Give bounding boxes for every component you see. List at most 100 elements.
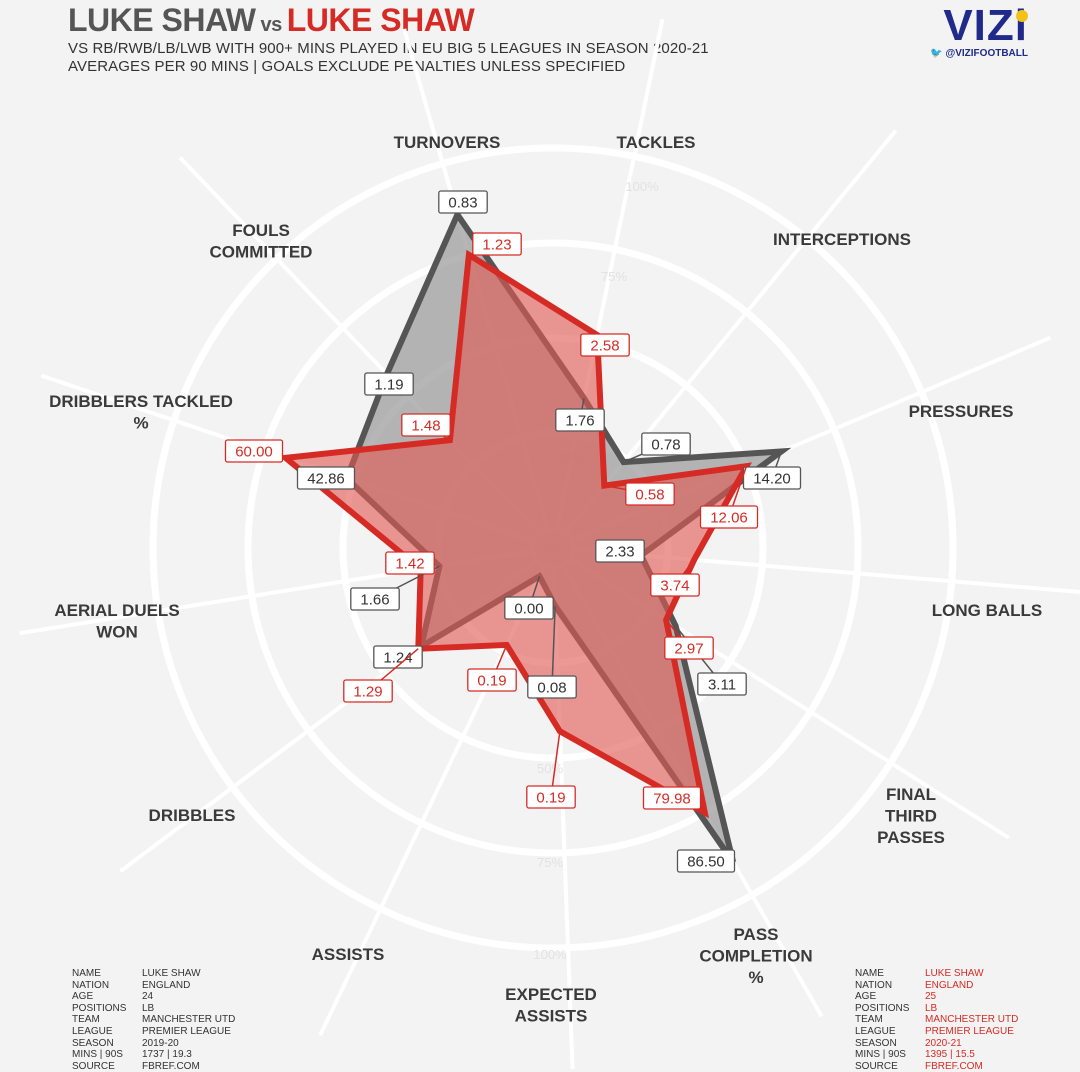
info-left: NAME LUKE SHAW NATION ENGLAND AGE 24 POSITIONS… (72, 968, 235, 1072)
ring-label: 50% (537, 761, 563, 776)
value-label: 1.23 (482, 237, 511, 254)
value-label: 79.98 (653, 791, 691, 808)
axis-label: FINAL THIRD PASSES (877, 785, 945, 847)
info-value: 2019-20 (142, 1037, 179, 1049)
info-value: 1737 | 19.3 (142, 1049, 192, 1061)
info-row: POSITIONS LB (72, 1003, 235, 1015)
info-row: SEASON 2019-20 (72, 1038, 235, 1050)
info-value: LB (142, 1002, 155, 1014)
info-value: 24 (142, 991, 154, 1003)
ring-label: 75% (537, 855, 563, 870)
info-value: MANCHESTER UTD (925, 1014, 1019, 1026)
info-value: LB (925, 1002, 938, 1014)
axis-label: PASS COMPLETION% (699, 925, 812, 987)
value-box (595, 539, 645, 563)
info-row: NATION ENGLAND (855, 980, 1018, 992)
chart-title: LUKE SHAW vs LUKE SHAW (68, 2, 475, 39)
info-key: NAME (855, 968, 884, 979)
info-row: MINS | 90S 1737 | 19.3 (72, 1049, 235, 1061)
info-value: LUKE SHAW (925, 968, 984, 979)
axis-label: TACKLES (616, 133, 695, 152)
info-row: SEASON 2020-21 (855, 1038, 1018, 1050)
subtitle-line-2: AVERAGES PER 90 MINS | GOALS EXCLUDE PEN… (68, 58, 626, 75)
value-label: 1.66 (360, 592, 389, 609)
value-label: 60.00 (235, 444, 273, 461)
value-box (472, 232, 522, 256)
info-value: ENGLAND (925, 979, 974, 991)
value-label: 0.78 (651, 437, 680, 454)
value-label: 2.58 (590, 338, 619, 355)
value-label: 14.20 (753, 471, 791, 488)
value-label: 42.86 (307, 471, 345, 488)
axis-label: INTERCEPTIONS (773, 230, 911, 249)
value-box (699, 505, 759, 529)
logo-handle: 🐦 @VIZIFOOTBALL (930, 48, 1028, 59)
value-label: 12.06 (710, 510, 748, 527)
info-row: AGE 25 (855, 991, 1018, 1003)
logo-dot (1016, 10, 1028, 22)
value-box (625, 482, 675, 506)
value-label: 0.00 (514, 601, 543, 618)
value-box (527, 675, 577, 699)
value-box (697, 672, 747, 696)
axis-label: ASSISTS (312, 945, 385, 964)
value-box (664, 636, 714, 660)
value-box (385, 551, 435, 575)
title-vs: vs (260, 14, 283, 36)
value-box (676, 849, 736, 873)
value-box (401, 413, 451, 437)
info-row: TEAM MANCHESTER UTD (855, 1014, 1018, 1026)
value-box (650, 573, 700, 597)
grid-ring (244, 239, 862, 857)
info-key: SOURCE (72, 1060, 115, 1072)
axis-label: TURNOVERS (394, 133, 501, 152)
info-right: NAME LUKE SHAW NATION ENGLAND AGE 25 POSITIONS… (855, 968, 1018, 1072)
value-label: 1.29 (353, 684, 382, 701)
info-row: AGE 24 (72, 991, 235, 1003)
value-box (742, 466, 802, 490)
value-label: 86.50 (687, 854, 725, 871)
axis-label: EXPECTED ASSISTS (505, 985, 597, 1026)
info-value: MANCHESTER UTD (142, 1014, 236, 1026)
value-label: 3.74 (660, 578, 689, 595)
info-key: POSITIONS (72, 1002, 127, 1014)
value-box (467, 668, 517, 692)
info-value: FBREF.COM (925, 1060, 983, 1072)
info-value: 25 (925, 991, 937, 1003)
value-label: 1.19 (374, 377, 403, 394)
logo-word: VIZi (943, 1, 1028, 50)
value-leader (551, 605, 556, 688)
info-row: NAME LUKE SHAW (72, 968, 235, 980)
value-label: 1.48 (411, 418, 440, 435)
logo-handle-text: @VIZIFOOTBALL (945, 48, 1028, 59)
info-value: FBREF.COM (142, 1060, 200, 1072)
info-key: SEASON (855, 1037, 897, 1049)
value-label: 1.76 (565, 413, 594, 430)
info-key: LEAGUE (855, 1025, 896, 1037)
value-label: 3.11 (708, 677, 736, 694)
axis-label: DRIBBLERS TACKLED% (49, 392, 233, 433)
value-box (343, 679, 393, 703)
value-box (224, 439, 284, 463)
info-key: NAME (72, 968, 101, 979)
value-box (364, 372, 414, 396)
info-key: SOURCE (855, 1060, 898, 1072)
value-box (580, 333, 630, 357)
value-box (296, 466, 356, 490)
info-row: SOURCE FBREF.COM (72, 1061, 235, 1072)
value-label: 2.97 (674, 641, 703, 658)
info-row: TEAM MANCHESTER UTD (72, 1014, 235, 1026)
axis-label: DRIBBLES (149, 806, 236, 825)
info-row: LEAGUE PREMIER LEAGUE (855, 1026, 1018, 1038)
value-box (642, 786, 702, 810)
title-player1: LUKE SHAW (68, 2, 256, 38)
info-row: NAME LUKE SHAW (855, 968, 1018, 980)
value-label: 1.42 (395, 556, 424, 573)
value-box (526, 785, 576, 809)
value-label: 2.33 (605, 544, 634, 561)
info-value: 2020-21 (925, 1037, 962, 1049)
grid-ring (149, 144, 957, 952)
ring-label: 75% (601, 269, 627, 284)
value-label: 0.19 (536, 790, 565, 807)
info-value: PREMIER LEAGUE (142, 1025, 231, 1037)
